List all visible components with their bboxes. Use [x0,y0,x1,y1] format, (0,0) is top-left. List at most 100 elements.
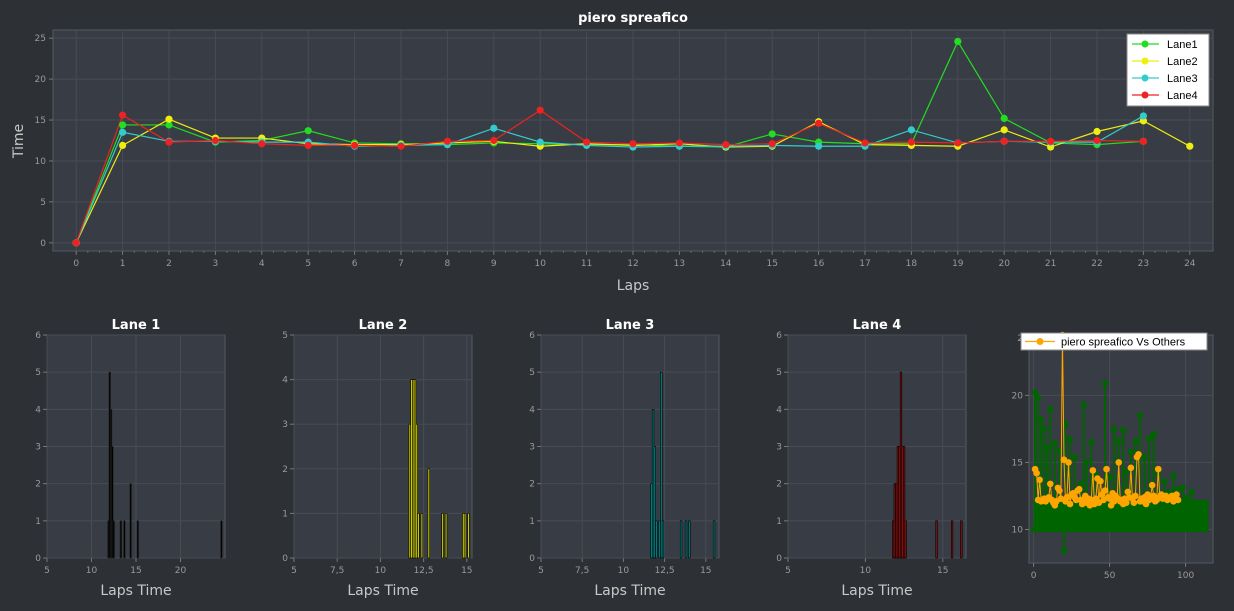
main-series-point [1174,496,1182,504]
histogram-title: Lane 2 [359,318,408,333]
y-tick-label: 0 [282,554,288,564]
scatter-legend-marker [1036,338,1044,345]
x-tick-label: 24 [1184,259,1196,269]
others-point [1115,525,1122,532]
x-tick-label: 12 [627,259,638,269]
histogram-x-axis-title: Laps Time [841,583,912,599]
main-series-point [1036,476,1043,484]
series-point-lane4 [211,136,219,145]
main-series-point [1173,491,1180,498]
legend-entry: Lane4 [1167,90,1198,102]
others-point [1170,472,1177,480]
x-tick-label: 5 [291,566,297,576]
histogram-bar [684,520,688,559]
main-series-point [1101,487,1109,494]
main-series-point [1127,464,1135,472]
others-point [1030,526,1037,533]
histogram-bar [220,520,223,559]
series-point-lane4 [907,138,916,146]
others-point [1077,480,1084,488]
y-tick-label: 5 [40,198,46,208]
x-tick-label: 15 [130,566,141,576]
x-tick-label: 18 [906,259,918,269]
y-tick-label: 2 [35,480,41,490]
scatter-legend-box [1020,332,1208,351]
x-tick-label: 9 [491,259,497,269]
others-point [1047,405,1054,412]
others-point [1200,514,1208,521]
x-tick-label: 12,5 [655,566,675,576]
x-tick-label: 10 [86,566,98,576]
histogram-bar [415,423,418,559]
histogram-bar [679,520,683,559]
comparison-scatter-chart: 0 50 100 10 15 20 2 piero spreafico Vs Others [1012,331,1214,581]
others-point [1150,431,1157,438]
x-tick-label: 5 [538,566,544,576]
others-point [1161,477,1168,485]
others-point [1193,502,1200,509]
others-point [1110,425,1118,433]
others-point [1041,425,1048,433]
others-point [1044,444,1051,451]
x-tick-label: 14 [720,259,732,269]
main-series [1031,331,1182,509]
y-tick-label: 3 [35,443,41,453]
series-point-lane3 [490,124,498,132]
series-point-lane4 [304,141,312,150]
y-tick-label: 10 [1012,525,1024,535]
others-point [1136,412,1144,419]
x-tick-label: 5 [785,566,791,576]
x-tick-label: 15 [700,566,711,576]
y-tick-label: 25 [35,34,46,44]
y-tick-label: 0 [40,239,46,249]
y-tick-label: 20 [1012,391,1024,401]
series-point-lane3 [536,138,544,146]
x-tick-label: 5 [305,259,311,269]
series-point-lane4 [258,140,266,148]
others-point [1183,494,1191,501]
x-tick-label: 10 [860,566,872,576]
others-point [1120,427,1127,434]
y-tick-label: 15 [35,116,46,126]
y-tick-label: 5 [529,368,535,378]
y-tick-label: 4 [776,405,782,415]
series-point-lane1 [768,130,776,138]
y-tick-label: 15 [1012,458,1023,468]
histogram-bar [136,520,139,559]
others-point [1071,453,1078,461]
series-point-lane4 [490,136,498,145]
others-point [1115,437,1122,445]
x-tick-label: 19 [952,259,964,269]
line-chart-series [72,37,1194,247]
series-point-lane3 [815,142,823,150]
scatter-legend-label: piero spreafico Vs Others [1061,337,1186,349]
x-tick-label: 4 [259,259,265,269]
others-point [1034,394,1042,402]
series-point-lane4 [351,141,359,150]
others-point [1060,547,1068,555]
x-tick-label: 100 [1177,571,1194,581]
others-point [1088,526,1095,533]
line-chart-x-axis-title: Laps [617,278,650,294]
main-series-point [1075,485,1083,493]
y-tick-label: 6 [776,331,782,341]
histogram-bar [935,520,938,559]
x-tick-label: 23 [1138,259,1149,269]
others-point [1127,448,1135,455]
y-tick-label: 4 [282,376,288,386]
series-point-lane1 [1000,114,1008,122]
others-point [1051,440,1059,447]
legend-marker [1141,74,1149,82]
y-tick-label: 5 [776,368,782,378]
histogram-bar [119,520,122,559]
x-tick-label: 15 [766,259,777,269]
main-series-point [1135,451,1142,458]
x-tick-label: 8 [445,259,451,269]
series-point-lane3 [119,128,127,136]
x-tick-label: 7 [398,259,404,269]
y-tick-label: 3 [776,443,782,453]
y-tick-label: 2 [776,480,782,490]
x-tick-label: 21 [1045,259,1056,269]
legend-marker [1141,57,1149,65]
